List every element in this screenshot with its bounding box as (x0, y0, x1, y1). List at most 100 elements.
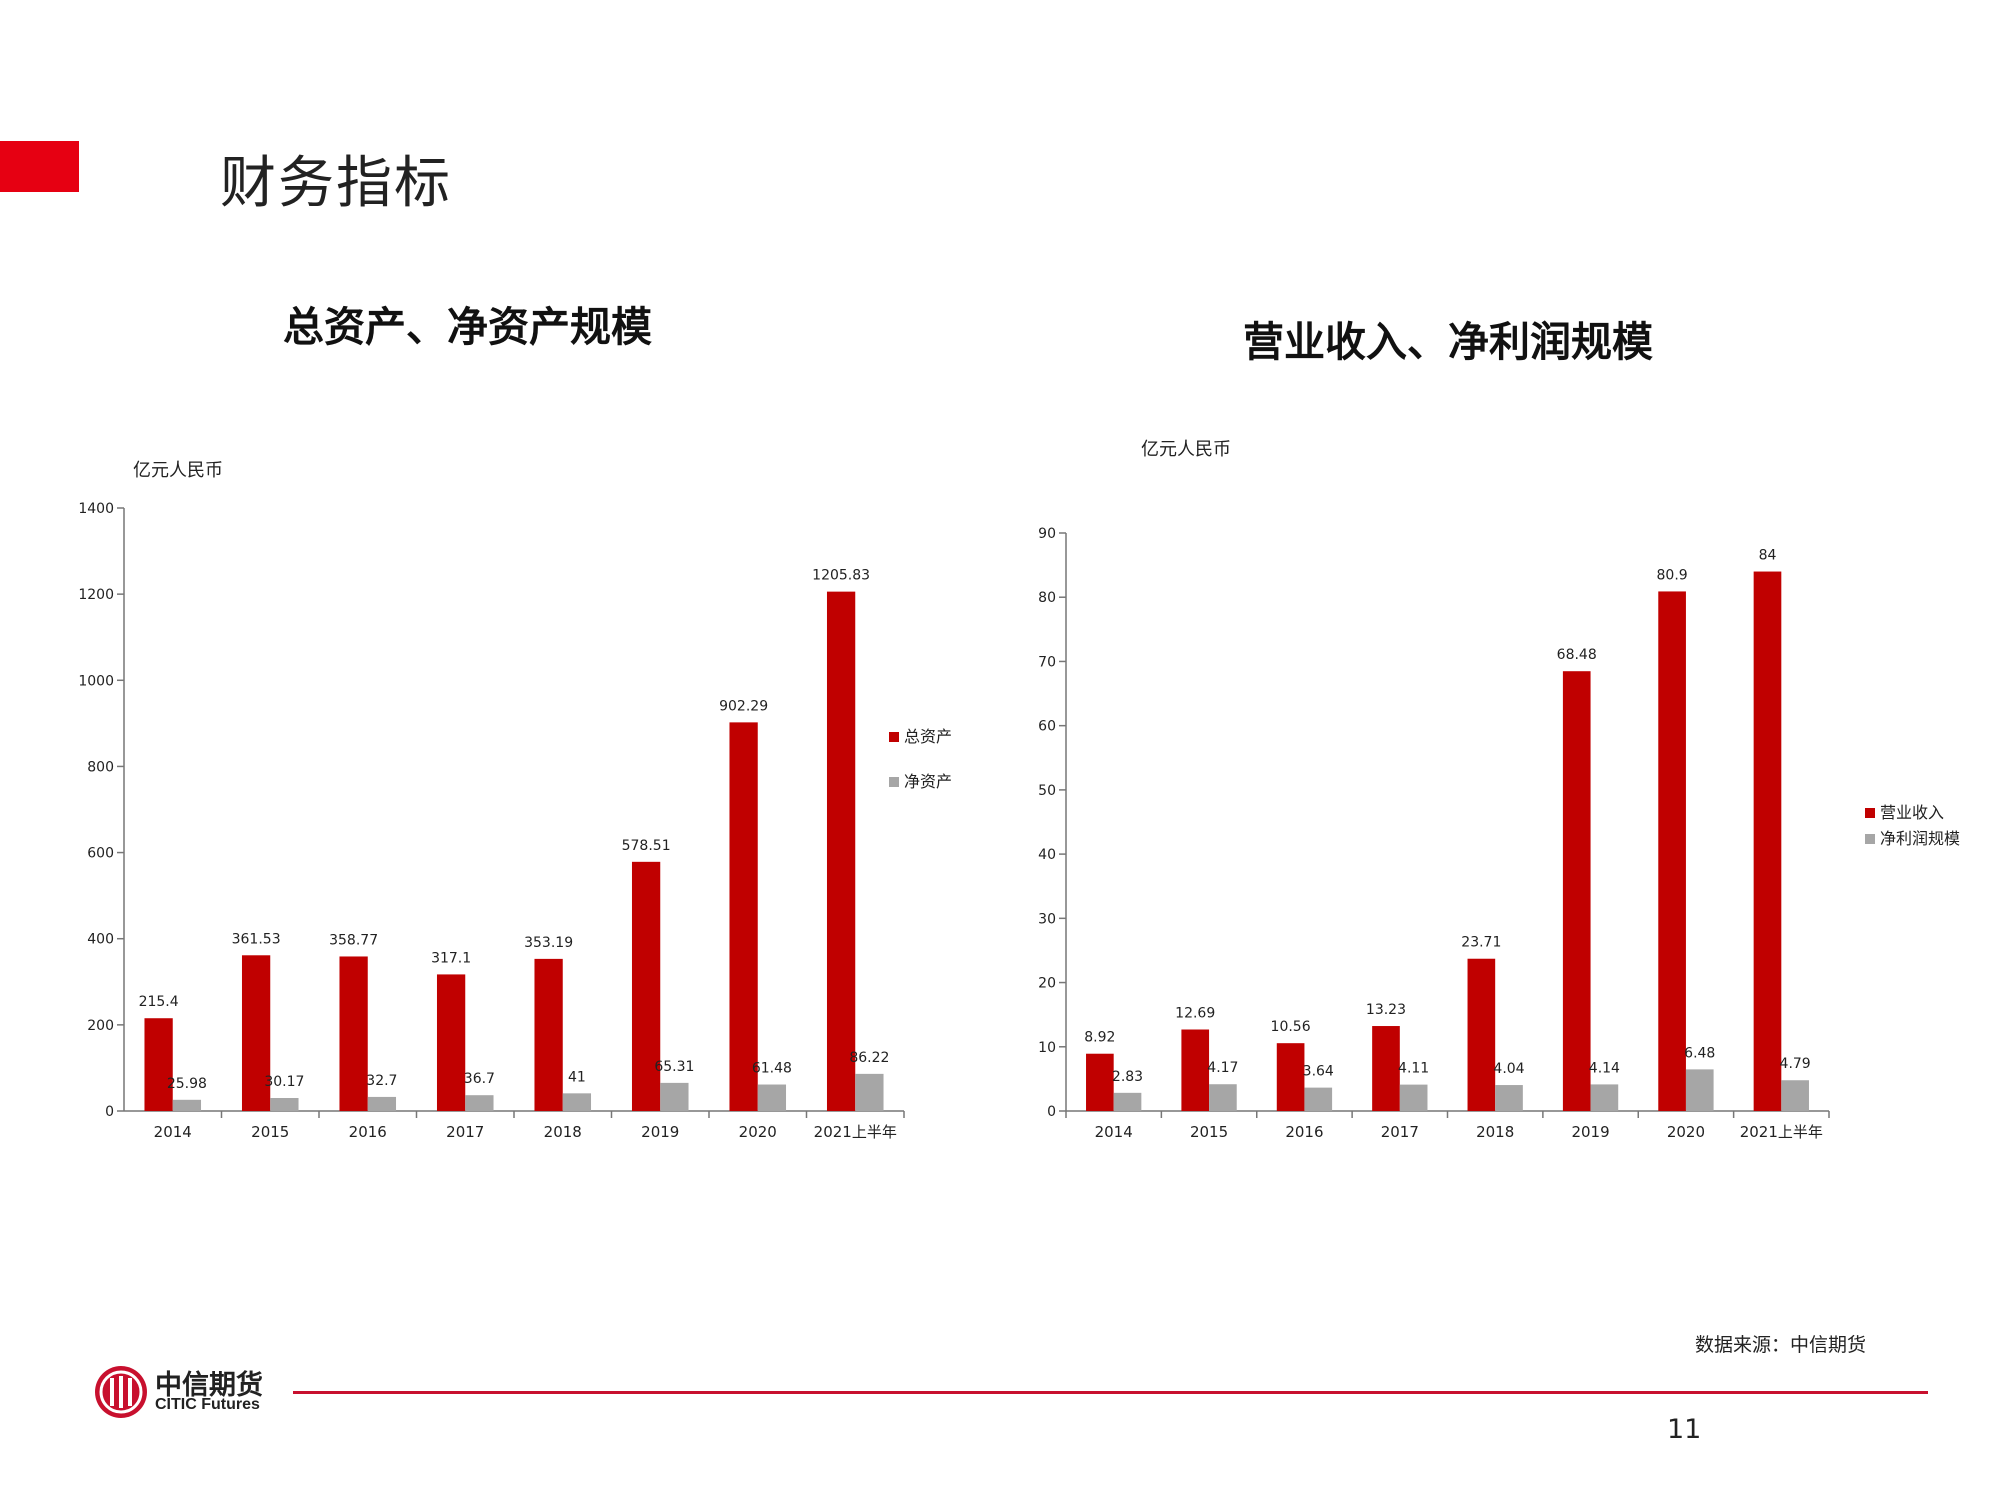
chart-1-y-tick-label: 800 (87, 759, 114, 775)
chart-1-y-tick-label: 0 (105, 1104, 114, 1120)
chart-2-bar-series2 (1685, 1069, 1714, 1111)
chart-1-bar-series1 (436, 974, 466, 1111)
chart-2-bar-series2 (1495, 1085, 1523, 1111)
chart-2-y-tick-label: 20 (1038, 976, 1056, 992)
title-accent-bar (0, 141, 79, 192)
chart-2-y-tick-label: 50 (1038, 783, 1056, 799)
chart-1-x-tick-label: 2017 (446, 1123, 484, 1141)
page-number: 11 (1667, 1414, 1702, 1445)
chart-2-bar-series2 (1590, 1084, 1619, 1111)
chart-2-x-tick-label: 2017 (1381, 1123, 1419, 1141)
chart-1-y-unit-label: 亿元人民币 (133, 460, 223, 481)
chart-1-data-label: 361.53 (232, 931, 281, 947)
chart-2-x-tick-label: 2021上半年 (1740, 1123, 1823, 1141)
chart-2-bar-series2 (1304, 1087, 1333, 1111)
chart-1-bar-series2 (562, 1093, 592, 1111)
chart-1-bar-series1 (729, 722, 758, 1111)
chart-2-data-label: 4.79 (1780, 1056, 1811, 1072)
chart-1-data-label: 358.77 (329, 932, 378, 948)
chart-2-data-label: 2.83 (1112, 1069, 1143, 1085)
chart-1-x-tick-label: 2014 (154, 1123, 192, 1141)
chart-1-data-label: 41 (568, 1069, 586, 1085)
chart-2-bar-series1 (1753, 571, 1782, 1111)
chart-1-title: 总资产、净资产规模 (283, 303, 652, 351)
chart-1-data-label: 32.7 (366, 1073, 397, 1089)
chart-2-x-tick-label: 2015 (1190, 1123, 1228, 1141)
chart-1-bar-series1 (534, 958, 563, 1111)
chart-2-bar-series1 (1562, 671, 1591, 1111)
chart-2-bar-series1 (1086, 1053, 1114, 1111)
chart-2-bar-series2 (1399, 1084, 1428, 1111)
chart-2-bar-series1 (1276, 1043, 1305, 1111)
chart-1-data-label: 65.31 (654, 1059, 694, 1075)
chart-1-legend-swatch (889, 732, 899, 742)
chart-1-bar-series2 (172, 1099, 202, 1111)
chart-1-bar-series2 (270, 1098, 299, 1111)
chart-2-data-label: 84 (1759, 548, 1777, 564)
chart-2-data-label: 6.48 (1684, 1045, 1715, 1061)
chart-2-data-label: 4.17 (1207, 1060, 1238, 1076)
chart-1-bar-series2 (465, 1095, 494, 1111)
chart-2-y-tick-label: 80 (1038, 590, 1056, 606)
chart-1-data-label: 902.29 (719, 698, 768, 714)
logo-text-cn: 中信期货 (155, 1370, 263, 1401)
chart-1-x-tick-label: 2018 (544, 1123, 582, 1141)
chart-1-data-label: 1205.83 (812, 568, 870, 584)
chart-1-x-tick-label: 2021上半年 (814, 1123, 897, 1141)
chart-1-data-label: 25.98 (167, 1076, 207, 1092)
chart-2-bar-series1 (1372, 1026, 1400, 1111)
chart-1-data-label: 215.4 (139, 994, 179, 1010)
chart-1-bar-series2 (660, 1082, 689, 1111)
chart-1-x-tick-label: 2020 (739, 1123, 777, 1141)
chart-1-data-label: 578.51 (622, 838, 671, 854)
chart-2-data-label: 68.48 (1557, 647, 1597, 663)
chart-2-data-label: 80.9 (1657, 567, 1688, 583)
chart-2-y-tick-label: 90 (1038, 526, 1056, 542)
chart-2-title: 营业收入、净利润规模 (1243, 318, 1653, 366)
chart-1-bar-series1 (631, 861, 661, 1111)
chart-2-data-label: 4.14 (1589, 1060, 1620, 1076)
chart-2-bar-series1 (1658, 591, 1686, 1111)
chart-1-legend-label: 净资产 (904, 772, 952, 791)
chart-1-y-tick-label: 200 (87, 1018, 114, 1034)
chart-1-y-tick-label: 1200 (78, 587, 114, 603)
chart-2-y-tick-label: 30 (1038, 911, 1056, 927)
chart-2-legend-label: 净利润规模 (1880, 829, 1960, 848)
chart-1-data-label: 61.48 (752, 1061, 792, 1077)
chart-1-bar-series1 (144, 1018, 173, 1111)
chart-2-data-label: 8.92 (1084, 1030, 1115, 1046)
chart-1-data-label: 353.19 (524, 935, 573, 951)
chart-1-legend-label: 总资产 (904, 727, 952, 746)
chart-2-data-label: 13.23 (1366, 1002, 1406, 1018)
chart-2-legend-swatch (1865, 834, 1875, 844)
chart-2-data-label: 3.64 (1303, 1064, 1334, 1080)
chart-1-y-tick-label: 600 (87, 846, 114, 862)
source-note: 数据来源：中信期货 (1695, 1334, 1867, 1356)
chart-1-x-tick-label: 2015 (251, 1123, 289, 1141)
chart-2-data-label: 10.56 (1271, 1019, 1311, 1035)
chart-1-y-tick-label: 1000 (78, 673, 114, 689)
chart-2-legend-label: 营业收入 (1880, 803, 1944, 822)
chart-1-bar-series1 (339, 956, 368, 1111)
chart-1-data-label: 86.22 (849, 1050, 889, 1066)
chart-2-bar-series1 (1467, 958, 1496, 1111)
chart-2-data-label: 4.04 (1493, 1061, 1524, 1077)
chart-1-bar-series2 (855, 1073, 884, 1111)
citic-futures-logo: 中信期货 CITIC Futures (95, 1363, 295, 1425)
chart-1-bar-series1 (826, 591, 856, 1111)
chart-2-bar-series2 (1781, 1080, 1809, 1111)
chart-2-bar-series2 (1209, 1084, 1237, 1111)
chart-2-x-tick-label: 2018 (1476, 1123, 1514, 1141)
citic-logo-icon (95, 1366, 147, 1418)
chart-2-bar-series2 (1113, 1092, 1142, 1111)
chart-1-bar-series1 (241, 955, 271, 1111)
chart-2-y-tick-label: 0 (1047, 1104, 1056, 1120)
chart-1-legend-swatch (889, 777, 899, 787)
chart-2-data-label: 4.11 (1398, 1061, 1429, 1077)
chart-1-data-label: 317.1 (431, 950, 471, 966)
chart-2-bar-series1 (1181, 1029, 1210, 1111)
chart-2-x-tick-label: 2014 (1095, 1123, 1133, 1141)
chart-1-data-label: 30.17 (264, 1074, 304, 1090)
footer-divider (293, 1391, 1928, 1394)
